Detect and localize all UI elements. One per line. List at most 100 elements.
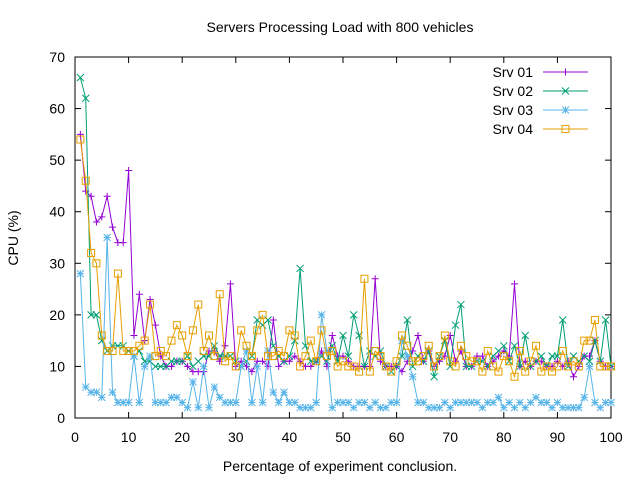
data-point: [109, 223, 117, 231]
data-point: [596, 403, 605, 412]
data-point: [135, 341, 144, 350]
legend-marker: [561, 87, 570, 95]
data-point: [151, 321, 159, 329]
data-point: [189, 378, 197, 386]
data-point: [382, 403, 390, 412]
data-point: [92, 218, 100, 226]
data-point: [280, 388, 288, 397]
series-line: [79, 134, 611, 379]
data-point: [371, 398, 380, 407]
data-point: [414, 398, 422, 407]
data-point: [92, 311, 101, 319]
data-point: [355, 367, 364, 376]
data-point: [516, 398, 524, 407]
y-tick-label: 0: [57, 410, 65, 426]
data-point: [135, 398, 144, 407]
data-point: [409, 347, 417, 355]
data-point: [371, 275, 379, 283]
data-point: [119, 239, 127, 247]
data-point: [419, 352, 428, 361]
data-point: [274, 398, 283, 407]
data-point: [87, 192, 95, 200]
data-point: [242, 347, 251, 355]
data-point: [456, 341, 465, 350]
data-point: [355, 398, 363, 407]
data-point: [548, 403, 556, 412]
y-axis-label: CPU (%): [5, 210, 21, 265]
data-point: [532, 393, 540, 402]
data-point: [237, 326, 246, 335]
data-point: [467, 398, 476, 407]
data-point: [499, 403, 508, 412]
legend: Srv 01 Srv 02 Srv 03 Srv 04: [493, 64, 588, 137]
data-point: [446, 403, 455, 412]
data-point: [178, 331, 187, 340]
data-point: [510, 372, 519, 381]
data-point: [430, 362, 439, 371]
data-point: [280, 352, 289, 361]
data-point: [574, 362, 583, 371]
data-point: [113, 269, 122, 278]
series-4: [76, 135, 615, 381]
data-point: [108, 388, 117, 397]
data-point: [462, 398, 471, 407]
data-point: [210, 352, 219, 361]
legend-entry: Srv 03: [493, 102, 588, 118]
data-point: [521, 331, 530, 340]
data-point: [119, 346, 128, 355]
data-point: [146, 352, 154, 360]
y-tick-label: 30: [49, 255, 65, 271]
data-point: [392, 398, 401, 407]
data-point: [387, 367, 396, 376]
data-point: [607, 362, 615, 371]
data-point: [392, 357, 401, 366]
data-point: [248, 368, 256, 376]
data-point: [339, 357, 347, 366]
data-point: [301, 403, 310, 412]
data-point: [478, 352, 486, 360]
data-point: [478, 367, 487, 376]
data-point: [317, 326, 326, 335]
data-point: [349, 362, 358, 371]
data-point: [403, 316, 412, 324]
data-point: [146, 295, 154, 303]
data-point: [290, 336, 299, 345]
data-point: [140, 362, 149, 371]
data-point: [275, 362, 283, 370]
data-point: [108, 346, 117, 355]
data-point: [408, 372, 417, 381]
data-point: [446, 357, 455, 366]
x-tick-label: 100: [599, 429, 623, 445]
data-point: [360, 398, 369, 407]
data-point: [489, 398, 497, 407]
data-point: [349, 403, 358, 412]
x-tick-label: 20: [174, 429, 190, 445]
data-point: [269, 388, 278, 397]
data-point: [172, 393, 181, 402]
data-point: [430, 372, 438, 381]
data-point: [124, 398, 133, 407]
data-point: [253, 326, 262, 335]
data-point: [205, 331, 213, 340]
data-point: [156, 398, 165, 407]
data-point: [81, 383, 90, 391]
data-point: [494, 367, 503, 376]
data-point: [199, 346, 208, 355]
data-point: [531, 341, 540, 350]
data-point: [76, 135, 85, 144]
data-point: [285, 326, 294, 335]
data-point: [483, 346, 492, 355]
y-tick-label: 50: [49, 152, 65, 168]
data-point: [462, 352, 471, 361]
y-tick-label: 60: [49, 101, 65, 117]
data-point: [130, 352, 138, 360]
data-point: [580, 393, 589, 402]
x-tick-label: 70: [442, 429, 458, 445]
data-point: [435, 352, 444, 361]
series-line: [79, 237, 611, 409]
data-point: [601, 398, 610, 407]
data-point: [87, 248, 96, 257]
data-point: [328, 346, 337, 355]
data-point: [526, 398, 535, 407]
data-point: [542, 362, 551, 371]
